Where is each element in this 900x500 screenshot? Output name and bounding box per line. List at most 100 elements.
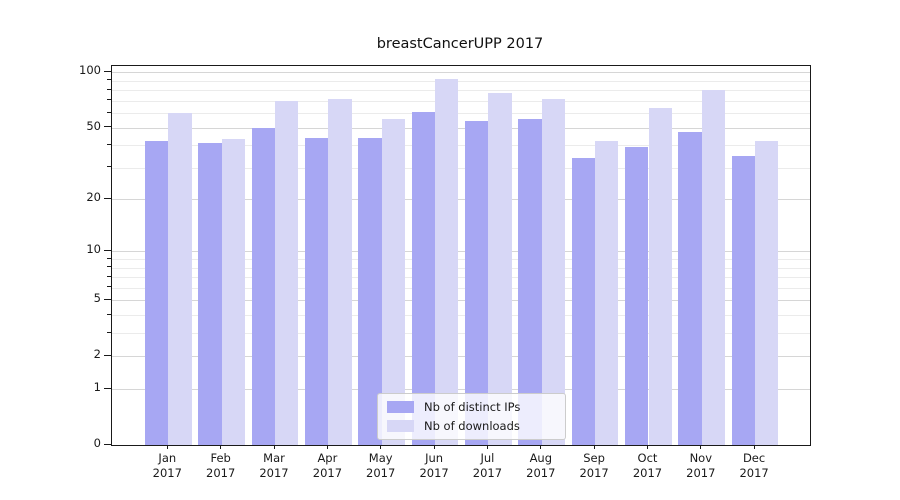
- bar-downloads: [541, 98, 566, 445]
- x-tick-mark: [380, 445, 382, 449]
- x-tick-mark: [166, 445, 168, 449]
- x-tick-mark: [753, 445, 755, 449]
- y-tick-label: 20: [86, 190, 101, 205]
- chart-title: breastCancerUPP 2017: [376, 36, 544, 52]
- major-gridline: [112, 300, 810, 302]
- bar-distinct-ips: [625, 147, 649, 445]
- bar-downloads: [435, 79, 459, 445]
- y-minor-tick-mark: [107, 313, 111, 315]
- minor-gridline: [112, 145, 810, 147]
- bar-distinct-ips: [251, 127, 275, 445]
- x-tick-mark: [647, 445, 648, 449]
- y-minor-tick-mark: [107, 331, 111, 333]
- y-tick-label: 0: [93, 436, 101, 450]
- x-tick-mark: [433, 445, 435, 449]
- x-tick-mark: [220, 445, 222, 449]
- minor-gridline: [112, 100, 810, 102]
- y-tick-mark: [104, 70, 111, 72]
- x-tick-label: Aug 2017: [526, 451, 556, 480]
- x-tick-label: Apr 2017: [312, 451, 343, 480]
- bar-distinct-ips: [678, 132, 702, 445]
- major-gridline: [112, 72, 810, 74]
- minor-gridline: [112, 167, 810, 169]
- legend: Nb of distinct IPs Nb of downloads: [377, 393, 566, 440]
- legend-label-downloads: Nb of downloads: [424, 419, 520, 433]
- x-tick-label: Dec 2017: [739, 451, 769, 480]
- y-tick-mark: [104, 354, 111, 356]
- legend-swatch-downloads-icon: [387, 420, 414, 432]
- y-minor-tick-mark: [107, 79, 111, 81]
- minor-gridline: [112, 113, 810, 114]
- bar-downloads: [381, 118, 406, 445]
- legend-entry-distinct-ips: Nb of distinct IPs: [387, 400, 565, 414]
- major-gridline: [112, 389, 810, 390]
- x-tick-label: May 2017: [366, 451, 396, 480]
- minor-gridline: [112, 259, 810, 261]
- y-tick-label: 10: [86, 242, 101, 257]
- x-tick-label: Feb 2017: [206, 451, 236, 480]
- major-gridline: [112, 356, 810, 358]
- legend-entry-downloads: Nb of downloads: [387, 419, 565, 433]
- y-tick-mark: [104, 197, 111, 199]
- y-tick-label: 50: [86, 118, 101, 133]
- bar-distinct-ips: [144, 141, 169, 445]
- y-minor-tick-mark: [107, 99, 111, 101]
- bar-downloads: [701, 90, 726, 445]
- bar-distinct-ips: [518, 118, 542, 445]
- y-minor-tick-mark: [107, 257, 111, 259]
- minor-gridline: [112, 267, 810, 269]
- x-tick-label: Jul 2017: [472, 451, 503, 480]
- y-minor-tick-mark: [107, 286, 111, 288]
- y-minor-tick-mark: [107, 111, 111, 113]
- y-tick-label: 2: [93, 347, 101, 362]
- bar-downloads: [595, 141, 619, 445]
- y-tick-mark: [104, 249, 111, 251]
- legend-swatch-distinct-ips-icon: [387, 401, 414, 413]
- bar-downloads: [221, 139, 246, 445]
- bar-downloads: [168, 113, 192, 445]
- bar-downloads: [755, 141, 779, 445]
- bar-downloads: [328, 98, 352, 445]
- x-tick-mark: [540, 445, 542, 449]
- y-tick-label: 1: [93, 380, 101, 394]
- bar-distinct-ips: [465, 121, 489, 445]
- plot-area: [111, 65, 811, 446]
- y-tick-mark: [104, 126, 111, 127]
- y-minor-tick-mark: [107, 143, 111, 145]
- bar-distinct-ips: [571, 157, 596, 445]
- x-tick-label: Jan 2017: [152, 451, 182, 480]
- bar-distinct-ips: [305, 137, 329, 445]
- y-tick-mark: [104, 298, 111, 300]
- y-tick-mark: [104, 443, 111, 445]
- y-tick-mark: [104, 387, 111, 389]
- x-tick-mark: [273, 445, 275, 449]
- bar-downloads: [488, 93, 512, 445]
- x-tick-label: Sep 2017: [579, 451, 609, 480]
- x-tick-mark: [486, 445, 488, 449]
- major-gridline: [112, 251, 810, 253]
- y-minor-tick-mark: [107, 275, 111, 277]
- minor-gridline: [112, 333, 810, 334]
- x-tick-label: Nov 2017: [686, 451, 716, 480]
- x-tick-mark: [593, 445, 595, 449]
- bar-downloads: [275, 100, 299, 445]
- y-minor-tick-mark: [107, 166, 111, 168]
- x-tick-mark: [700, 445, 702, 449]
- bar-distinct-ips: [411, 111, 436, 445]
- minor-gridline: [112, 287, 810, 289]
- bar-distinct-ips: [358, 137, 382, 445]
- minor-gridline: [112, 277, 810, 279]
- minor-gridline: [112, 315, 810, 316]
- y-tick-label: 5: [93, 291, 101, 306]
- legend-label-distinct-ips: Nb of distinct IPs: [424, 400, 521, 414]
- minor-gridline: [112, 90, 810, 92]
- major-gridline: [112, 199, 810, 201]
- y-minor-tick-mark: [107, 88, 111, 90]
- bar-downloads: [648, 107, 672, 445]
- y-tick-label: 100: [79, 63, 101, 78]
- bar-distinct-ips: [731, 155, 756, 445]
- minor-gridline: [112, 80, 810, 82]
- x-tick-mark: [326, 445, 328, 449]
- y-minor-tick-mark: [107, 266, 111, 268]
